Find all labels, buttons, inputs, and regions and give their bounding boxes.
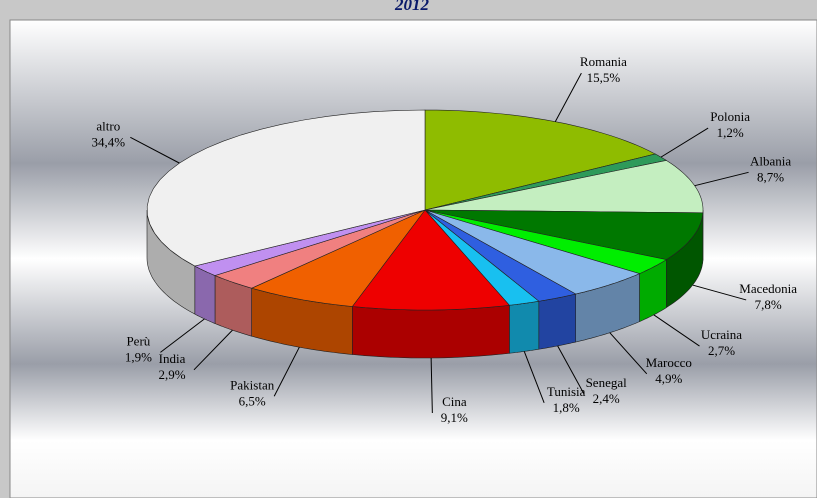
slice-top <box>214 209 426 289</box>
leader-line <box>193 329 233 371</box>
chart-title: 2012 <box>394 0 430 14</box>
slice-top <box>351 209 511 311</box>
slice-top <box>250 209 426 307</box>
slice-side <box>194 265 216 324</box>
slice-value-label: 6,5% <box>239 393 266 408</box>
slice-value-label: 8,7% <box>757 169 784 184</box>
slice-top <box>424 109 657 211</box>
slice-value-label: 1,8% <box>553 400 580 415</box>
slice-label: Polonia <box>710 109 750 124</box>
slice-label: India <box>159 351 186 366</box>
slice-label: Macedonia <box>739 281 797 296</box>
leader-line <box>430 357 433 413</box>
slice-top <box>194 209 426 276</box>
slice-label: Albania <box>750 153 791 168</box>
slice-side <box>351 304 510 359</box>
slice-label: Marocco <box>646 355 692 370</box>
leader-line <box>523 351 545 403</box>
slice-label: Ucraina <box>701 327 742 342</box>
leader-line <box>273 346 300 397</box>
slice-value-label: 9,1% <box>441 410 468 425</box>
leader-line <box>694 171 749 187</box>
leader-line <box>653 314 700 347</box>
slice-label: Pakistan <box>230 377 275 392</box>
slice-value-label: 2,4% <box>593 391 620 406</box>
slice-label: Romania <box>580 54 627 69</box>
slice-side <box>509 300 540 354</box>
slice-top <box>424 209 577 302</box>
slice-label: Tunisia <box>547 384 586 399</box>
leader-line <box>557 345 585 395</box>
leader-line <box>130 136 180 164</box>
slice-value-label: 4,9% <box>655 371 682 386</box>
slice-top <box>424 209 641 295</box>
slice-label: altro <box>96 118 120 133</box>
leader-line <box>692 284 747 301</box>
slice-value-label: 34,4% <box>92 134 126 149</box>
slice-label: Senegal <box>586 375 628 390</box>
slice-value-label: 1,9% <box>125 349 152 364</box>
leader-line <box>660 127 709 158</box>
slice-top <box>424 209 668 274</box>
slice-side <box>538 293 577 350</box>
slice-label: Cina <box>442 394 467 409</box>
leader-line <box>160 318 205 353</box>
leader-line <box>609 332 648 375</box>
slice-value-label: 7,8% <box>755 297 782 312</box>
slice-value-label: 1,2% <box>717 125 744 140</box>
slice-top <box>424 209 704 260</box>
slice-value-label: 2,9% <box>158 367 185 382</box>
leader-line <box>554 72 582 122</box>
slice-value-label: 2,7% <box>708 343 735 358</box>
slice-top <box>424 209 540 306</box>
slice-value-label: 15,5% <box>587 70 621 85</box>
slice-label: Perù <box>126 333 150 348</box>
